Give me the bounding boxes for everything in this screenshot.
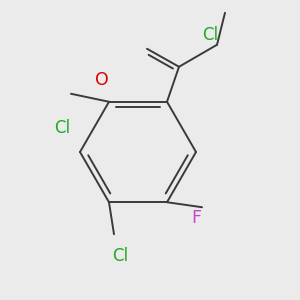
Text: Cl: Cl <box>202 26 218 44</box>
Text: O: O <box>95 71 109 89</box>
Text: Cl: Cl <box>54 119 70 137</box>
Text: F: F <box>191 209 201 227</box>
Text: Cl: Cl <box>112 247 128 265</box>
